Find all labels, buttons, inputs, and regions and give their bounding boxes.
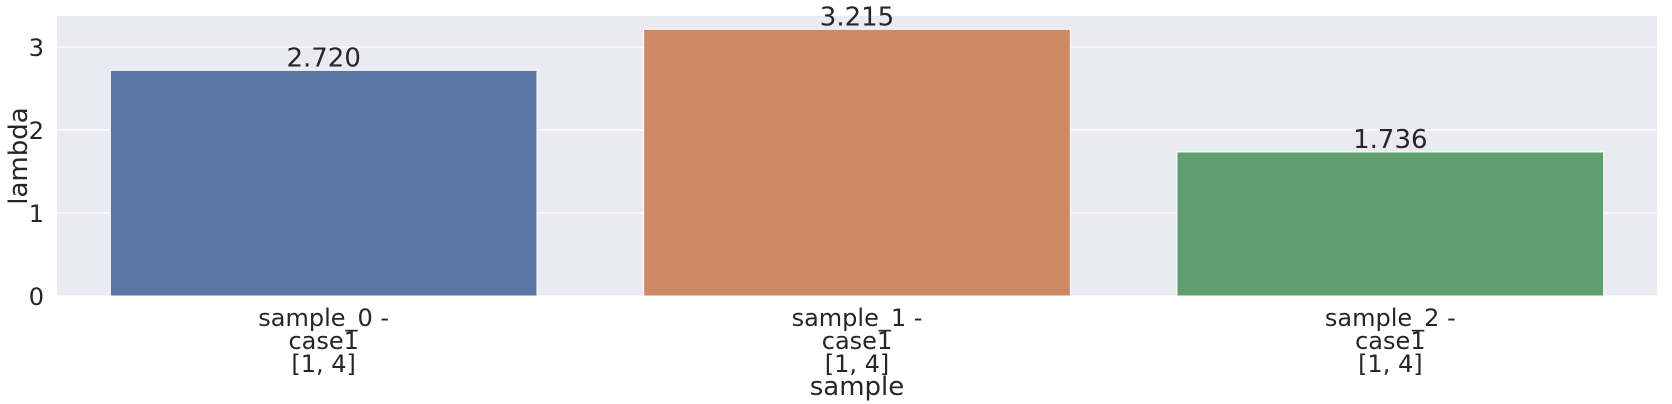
y-tick-label: 2 xyxy=(29,117,44,145)
x-tick-label: sample_2 -case1 [1, 4] xyxy=(1325,304,1456,378)
y-tick-label: 3 xyxy=(29,34,44,62)
y-axis-label: lambda xyxy=(4,107,34,204)
bar xyxy=(1176,151,1605,297)
y-tick-label: 0 xyxy=(29,283,44,311)
x-axis-ticks: sample_0 -case1 [1, 4] sample_1 -case1 [1, … xyxy=(258,304,1455,378)
bar xyxy=(643,28,1071,297)
value-labels: 2.720 3.215 1.736 xyxy=(286,2,1427,155)
x-tick-label: sample_1 -case1 [1, 4] xyxy=(792,304,923,378)
bars xyxy=(109,28,1605,297)
bar xyxy=(109,69,538,297)
bar-value-label: 2.720 xyxy=(286,43,360,73)
y-tick-label: 1 xyxy=(29,200,44,228)
x-tick-label: sample_0 -case1 [1, 4] xyxy=(258,304,389,378)
y-axis-ticks: 0 1 2 3 xyxy=(29,34,44,311)
bar-value-label: 3.215 xyxy=(820,2,894,32)
x-axis-label: sample xyxy=(810,372,905,402)
bar-value-label: 1.736 xyxy=(1353,125,1427,155)
